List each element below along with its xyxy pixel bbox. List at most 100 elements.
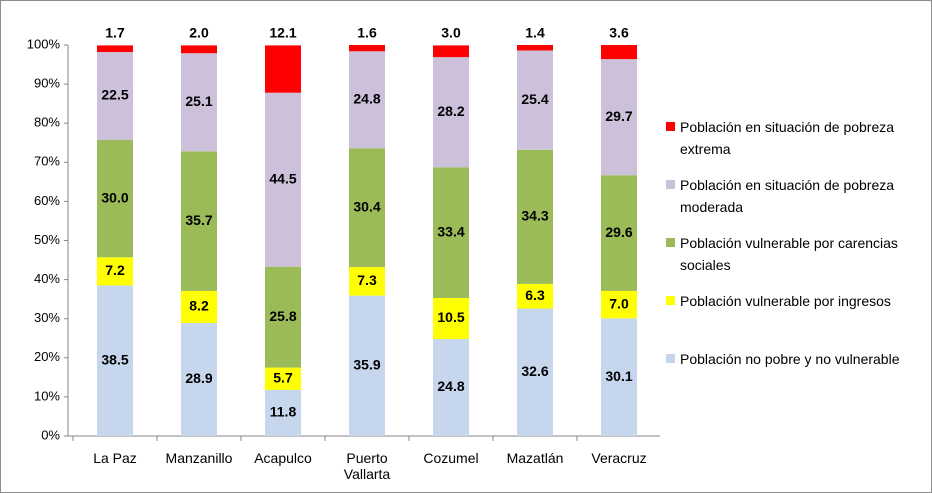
bar-segment [517,149,553,284]
data-label: 10.5 [437,309,464,325]
bar-segment [349,148,385,268]
y-tick-label: 60% [34,193,60,208]
bar-segment [517,50,553,150]
legend-swatch [666,296,675,305]
data-label: 25.8 [269,308,296,324]
data-label: 3.6 [609,25,629,41]
data-label: 3.0 [441,25,461,41]
legend-entry: Población en situación de pobreza modera… [666,174,915,218]
data-label: 30.0 [101,189,128,205]
data-label: 30.1 [605,368,632,384]
data-label: 44.5 [269,170,296,186]
bar-segment [97,140,133,258]
data-label: 1.7 [105,25,125,41]
x-tick-label: Manzanillo [165,450,233,466]
y-tick-label: 10% [34,388,60,403]
data-label: 35.9 [353,357,380,373]
bar-segment [433,339,469,436]
data-label: 24.8 [353,90,380,106]
x-tick-label: Mazatlán [506,450,564,466]
data-label: 22.5 [101,87,128,103]
y-tick-label: 40% [34,271,60,286]
legend-swatch [666,354,675,363]
bar-segment [433,57,469,168]
y-tick-label: 90% [34,76,60,91]
y-tick-label: 20% [34,349,60,364]
y-tick-label: 100% [27,36,61,51]
legend-entry: Población vulnerable por ingresos [666,290,915,312]
legend-entry: Población no pobre y no vulnerable [666,348,915,370]
bar-segment [433,297,469,340]
bar-segment [181,323,217,436]
y-tick-label: 70% [34,154,60,169]
bar-segment [265,389,301,436]
data-label: 38.5 [101,351,128,367]
bar-segment [517,308,553,436]
data-label: 12.1 [269,25,296,41]
data-label: 7.2 [105,262,125,278]
data-label: 25.1 [185,93,212,109]
bar-segment [181,151,217,291]
x-tick-label: Cozumel [423,450,479,466]
data-label: 29.7 [605,108,632,124]
bar-segment [349,295,385,436]
bar-segment [265,45,301,93]
bar-segment [181,53,217,152]
data-label: 32.6 [521,363,548,379]
bar-segment [265,92,301,267]
data-label: 6.3 [525,287,545,303]
bar-segment [517,283,553,309]
data-label: 1.6 [357,25,377,41]
data-label: 34.3 [521,208,548,224]
bar-segment [601,59,637,176]
data-label: 35.7 [185,212,212,228]
legend-entry: Población vulnerable por carencias socia… [666,232,915,276]
bar-segment [601,318,637,436]
bar-segment [601,45,637,60]
legend-swatch [666,180,675,189]
data-label: 28.9 [185,370,212,386]
bar-segment [97,257,133,286]
data-label: 33.4 [437,223,464,239]
data-label: 7.0 [609,295,629,311]
bar-segment [433,45,469,58]
data-label: 11.8 [270,404,297,420]
bar-segment [265,266,301,368]
bar-segment [349,267,385,296]
x-tick-label: La Paz [93,450,137,466]
legend-entry: Población en situación de pobreza extrem… [666,116,915,160]
bar-segment [265,367,301,390]
data-label: 25.4 [521,91,548,107]
bar-segment [433,167,469,298]
x-tick-label: Puerto Vallarta [343,450,391,482]
data-label: 5.7 [273,369,293,385]
bar-segment [601,175,637,291]
y-tick-label: 30% [34,310,60,325]
legend-swatch [666,238,675,247]
bar-segment [349,51,385,149]
data-label: 2.0 [189,25,209,41]
data-label: 29.6 [605,224,632,240]
y-tick-label: 50% [34,232,60,247]
bar-segment [97,285,133,436]
data-label: 8.2 [189,298,209,314]
bar-segment [97,52,133,141]
x-tick-label: Acapulco [254,450,312,466]
bar-segment [517,45,553,51]
y-tick-label: 0% [41,427,60,442]
bar-segment [181,290,217,324]
bar-segment [601,290,637,319]
data-label: 28.2 [437,103,464,119]
legend-swatch [666,122,675,131]
data-label: 30.4 [353,198,380,214]
bar-segment [349,45,385,52]
data-label: 7.3 [357,272,377,288]
x-tick-label: Veracruz [591,450,647,466]
bar-segment [97,45,133,53]
data-label: 1.4 [525,25,545,41]
y-tick-label: 80% [34,115,60,130]
bar-segment [181,45,217,54]
data-label: 24.8 [437,378,464,394]
